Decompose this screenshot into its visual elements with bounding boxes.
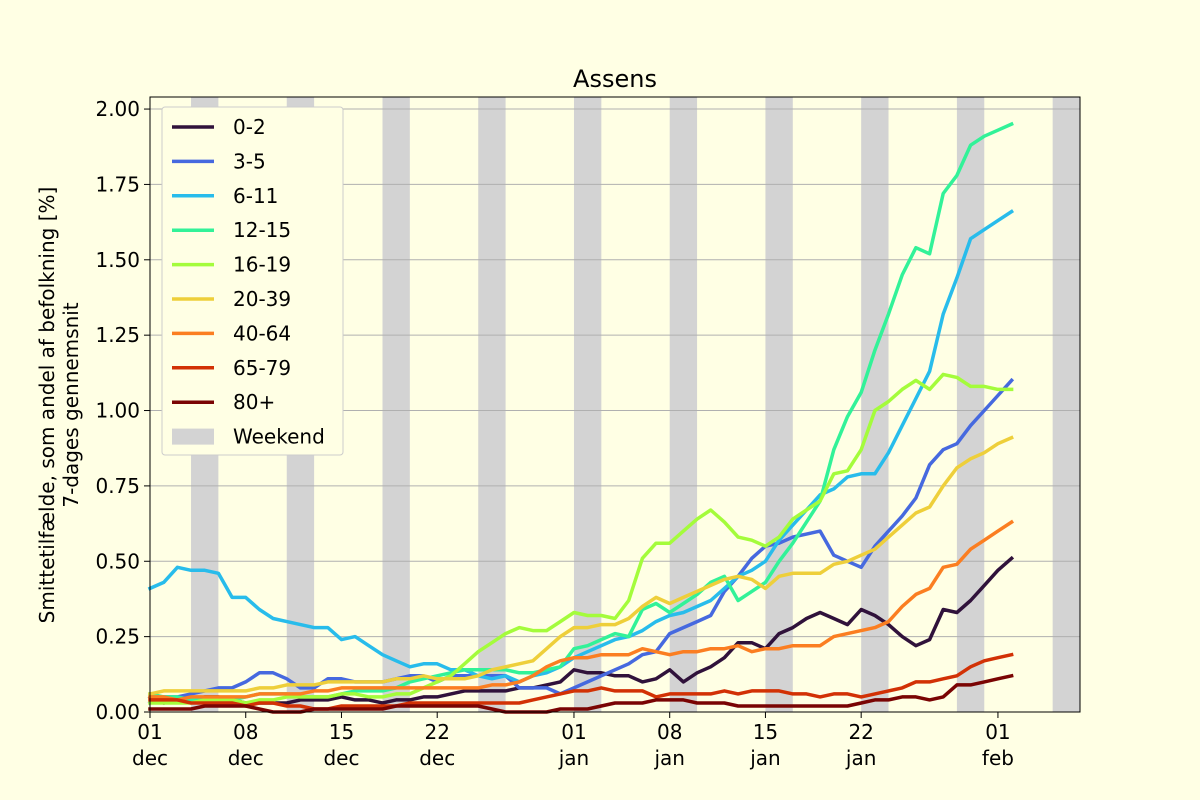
- x-tick-label-month: jan: [653, 746, 685, 770]
- x-tick-label-day: 01: [561, 720, 586, 744]
- series-line-6-11: [147, 209, 1015, 684]
- weekend-band-9: [956, 97, 985, 712]
- legend-label-weekend: Weekend: [233, 425, 325, 449]
- series-line-65-79: [148, 652, 1014, 711]
- x-tick-label-month: dec: [323, 746, 359, 770]
- y-tick-label: 2.00: [95, 97, 140, 121]
- legend-label-80+: 80+: [233, 390, 275, 414]
- y-tick-label: 1.50: [95, 248, 140, 272]
- legend-label-16-19: 16-19: [233, 253, 291, 277]
- y-tick-label: 1.75: [95, 172, 140, 196]
- plot-frame: [149, 96, 1081, 713]
- x-tick-label-day: 22: [848, 720, 873, 744]
- x-tick-label-day: 01: [985, 720, 1010, 744]
- legend-label-65-79: 65-79: [233, 356, 291, 380]
- x-tick-label-day: 15: [329, 720, 354, 744]
- y-tick-label: 1.00: [95, 399, 140, 423]
- legend-label-6-11: 6-11: [233, 184, 278, 208]
- legend-label-0-2: 0-2: [233, 115, 266, 139]
- weekend-band-7: [765, 97, 793, 712]
- weekend-band-6: [669, 97, 698, 712]
- x-axis-ticks: 01dec08dec15dec22dec01jan08jan15jan22jan…: [132, 712, 1014, 770]
- y-tick-label: 0.00: [95, 700, 140, 724]
- x-tick-label-month: feb: [982, 746, 1014, 770]
- y-tick-label: 1.25: [95, 323, 140, 347]
- series-line-40-64: [148, 519, 1015, 702]
- x-tick-label-month: dec: [132, 746, 168, 770]
- legend-swatch-weekend: [172, 428, 214, 445]
- weekend-band-5: [573, 97, 602, 712]
- chart-title: Assens: [573, 65, 657, 93]
- legend-label-20-39: 20-39: [233, 287, 291, 311]
- legend: 0-2 3-5 6-11 12-15 16-19 20-39 40-64 65-79 80+ We…: [161, 106, 344, 456]
- legend-label-12-15: 12-15: [233, 218, 291, 242]
- y-tick-label: 0.25: [95, 625, 140, 649]
- y-axis-ticks: 0.00 0.25 0.50 0.75 1.00 1.25 1.50 1.75 2.00: [95, 97, 150, 724]
- x-tick-label-month: jan: [845, 746, 877, 770]
- series-line-20-39: [147, 435, 1014, 696]
- series-line-0-2: [147, 555, 1015, 705]
- x-tick-label-month: jan: [558, 746, 590, 770]
- x-tick-label-day: 15: [753, 720, 778, 744]
- series-line-16-19: [148, 372, 1014, 705]
- x-tick-label-day: 08: [657, 720, 682, 744]
- y-tick-label: 0.75: [95, 474, 140, 498]
- series-lines: [147, 121, 1015, 714]
- legend-label-3-5: 3-5: [233, 149, 266, 173]
- x-tick-label-day: 08: [233, 720, 258, 744]
- x-tick-label-month: jan: [749, 746, 781, 770]
- weekend-band-3: [382, 97, 410, 712]
- y-tick-label: 0.50: [95, 549, 140, 573]
- y-axis-label-line-1: Smittetilfælde, som andel af befolkning …: [35, 187, 59, 624]
- x-tick-label-day: 22: [424, 720, 449, 744]
- weekend-band-4: [478, 97, 506, 712]
- x-tick-label-month: dec: [228, 746, 264, 770]
- y-axis-label: Smittetilfælde, som andel af befolkning …: [35, 187, 83, 624]
- x-tick-label-month: dec: [419, 746, 455, 770]
- legend-label-40-64: 40-64: [233, 321, 291, 345]
- x-tick-label-day: 01: [137, 720, 162, 744]
- weekend-band-10: [1052, 97, 1080, 712]
- y-axis-label-line-2: 7-dages gennemsnit: [59, 302, 83, 507]
